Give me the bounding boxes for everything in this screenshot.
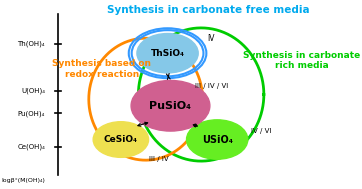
Text: Synthesis based on
redox reaction: Synthesis based on redox reaction [52, 60, 151, 79]
Text: Synthesis in carbonate free media: Synthesis in carbonate free media [107, 5, 310, 15]
Ellipse shape [93, 122, 148, 157]
Ellipse shape [131, 81, 210, 131]
Text: PuSiO₄: PuSiO₄ [150, 101, 191, 111]
Text: ThSiO₄: ThSiO₄ [151, 49, 185, 58]
Text: IV: IV [207, 34, 214, 43]
Text: IV / VI: IV / VI [251, 128, 271, 134]
Text: U(OH)₄: U(OH)₄ [21, 88, 45, 94]
Text: Synthesis in carbonate
rich media: Synthesis in carbonate rich media [243, 51, 361, 70]
Text: Ce(OH)₄: Ce(OH)₄ [17, 144, 45, 150]
Text: CeSiO₄: CeSiO₄ [104, 135, 138, 144]
Ellipse shape [186, 120, 248, 159]
Text: USiO₄: USiO₄ [202, 135, 233, 145]
Text: logβ°(M(OH)₄): logβ°(M(OH)₄) [1, 178, 45, 183]
Text: Th(OH)₄: Th(OH)₄ [17, 41, 45, 47]
Text: III / IV: III / IV [148, 156, 168, 162]
Text: Pu(OH)₄: Pu(OH)₄ [18, 110, 45, 116]
Ellipse shape [137, 33, 198, 73]
Text: III / IV / VI: III / IV / VI [195, 83, 228, 89]
